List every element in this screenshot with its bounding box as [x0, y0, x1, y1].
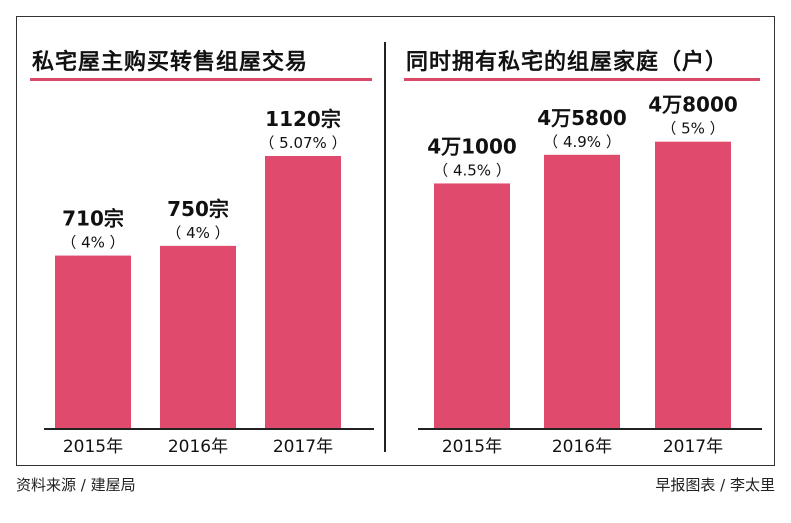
panel-divider: [384, 42, 386, 452]
left-percent-label: （ 4% ）: [61, 234, 124, 252]
right-tick-label: 2016年: [552, 437, 612, 457]
right-percent-label: （ 4.9% ）: [543, 133, 621, 151]
left-title-underline: [30, 78, 372, 81]
left-value-label: 710宗: [62, 207, 124, 231]
right-value-label: 4万8000: [648, 93, 738, 117]
right-value-label: 4万1000: [427, 134, 517, 158]
right-chart-title: 同时拥有私宅的组屋家庭（户）: [406, 50, 729, 75]
right-percent-label: （ 5% ）: [661, 120, 724, 138]
left-tick-label: 2015年: [63, 437, 123, 457]
left-percent-label: （ 5.07% ）: [259, 134, 346, 152]
left-chart-title: 私宅屋主购买转售组屋交易: [32, 50, 309, 75]
source-note: 资料来源 / 建屋局: [16, 476, 136, 494]
left-bar-2016年: [160, 245, 236, 428]
right-tick-label: 2017年: [663, 437, 723, 457]
right-tick-label: 2015年: [442, 437, 502, 457]
credit-note: 早报图表 / 李太里: [655, 476, 775, 494]
right-bar-2016年: [544, 154, 620, 429]
left-value-label: 750宗: [167, 197, 229, 221]
left-bar-2015年: [55, 255, 131, 428]
chart-frame: [16, 16, 775, 466]
right-title-underline: [404, 78, 760, 81]
right-bar-2017年: [655, 141, 731, 428]
left-tick-label: 2016年: [168, 437, 228, 457]
left-bar-2017年: [265, 156, 341, 428]
left-tick-label: 2017年: [273, 437, 333, 457]
left-percent-label: （ 4% ）: [166, 224, 229, 242]
left-value-label: 1120宗: [265, 107, 341, 131]
right-bar-2015年: [434, 183, 510, 428]
right-value-label: 4万5800: [537, 106, 627, 130]
right-percent-label: （ 4.5% ）: [433, 161, 511, 179]
